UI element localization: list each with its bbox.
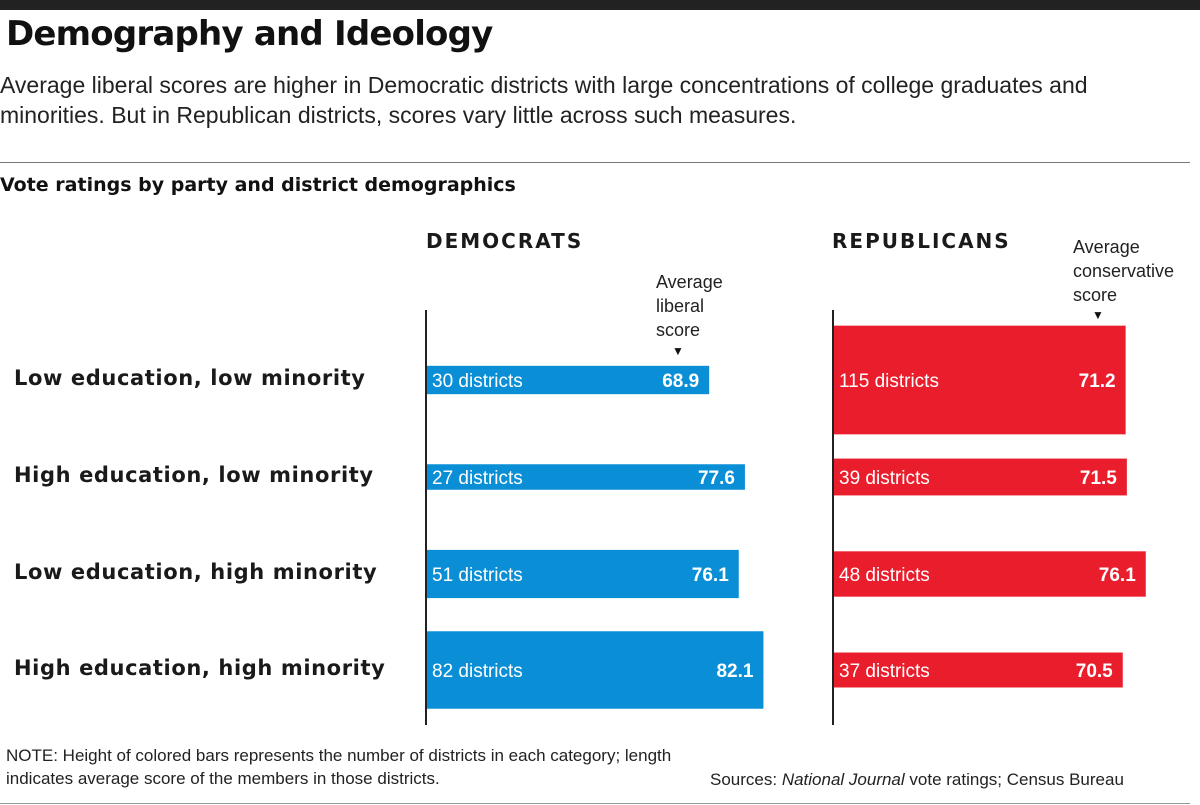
democrats-bar-count-label-4: 82 districts [432,661,523,682]
republicans-score-label-text: Average conservative score [1073,237,1175,305]
republicans-bar-1 [833,325,1126,435]
republicans-bar-count-label-4: 37 districts [839,661,930,682]
democrats-bar-3 [426,549,739,599]
republicans-panel-title: REPUBLICANS [832,229,1011,253]
republicans-bar-count-label-3: 48 districts [839,565,930,586]
democrats-bar-value-label-1: 68.9 [662,371,699,392]
democrats-bar-count-label-3: 51 districts [432,565,523,586]
republicans-bar-value-label-4: 70.5 [1076,661,1113,682]
democrats-bar-value-label-4: 82.1 [716,661,753,682]
top-rule-bar [0,0,1200,10]
democrats-bar-value-label-3: 76.1 [692,565,729,586]
bottom-rule [0,803,1190,804]
democrats-bar-1 [426,365,710,395]
republicans-bar-value-label-3: 76.1 [1099,565,1136,586]
sources-prefix: Sources: [710,770,782,789]
section-divider [0,162,1190,163]
democrats-bar-value-label-2: 77.6 [698,468,735,489]
sources-line: Sources: National Journal vote ratings; … [710,768,1124,791]
republicans-score-label: Average conservative score [1073,235,1174,307]
category-label-high-edu-low-min: High education, low minority [14,463,374,487]
democrats-bar-2 [426,464,745,490]
democrats-bar-count-label-1: 30 districts [432,371,523,392]
republicans-score-marker-icon: ▼ [1092,308,1104,322]
republicans-bar-4 [833,652,1123,688]
democrats-bar-count-label-2: 27 districts [432,468,523,489]
republicans-bar-value-label-1: 71.2 [1079,371,1116,392]
republicans-bar-3 [833,551,1146,597]
republicans-bar-count-label-2: 39 districts [839,468,930,489]
chart-title: Vote ratings by party and district demog… [0,174,516,196]
republicans-bar-2 [833,458,1127,496]
chart-subtitle: Average liberal scores are higher in Dem… [0,72,1088,128]
democrats-score-marker-icon: ▼ [672,344,684,358]
democrats-bar-4 [426,631,764,709]
democrats-panel-title: DEMOCRATS [426,229,584,253]
category-label-low-edu-low-min: Low education, low minority [14,366,366,390]
democrats-score-label-text: Average liberal score [656,272,723,340]
footnote: NOTE: Height of colored bars represents … [6,746,672,788]
sources-suffix: vote ratings; Census Bureau [904,770,1124,789]
democrats-score-label: Average liberal score [656,270,723,342]
category-label-low-edu-high-min: Low education, high minority [14,560,378,584]
chart-headline: Demography and Ideology [6,14,493,54]
republicans-bar-count-label-1: 115 districts [839,371,939,392]
republicans-bar-value-label-2: 71.5 [1080,468,1117,489]
sources-publication: National Journal [781,770,905,789]
category-label-high-edu-high-min: High education, high minority [14,656,386,680]
